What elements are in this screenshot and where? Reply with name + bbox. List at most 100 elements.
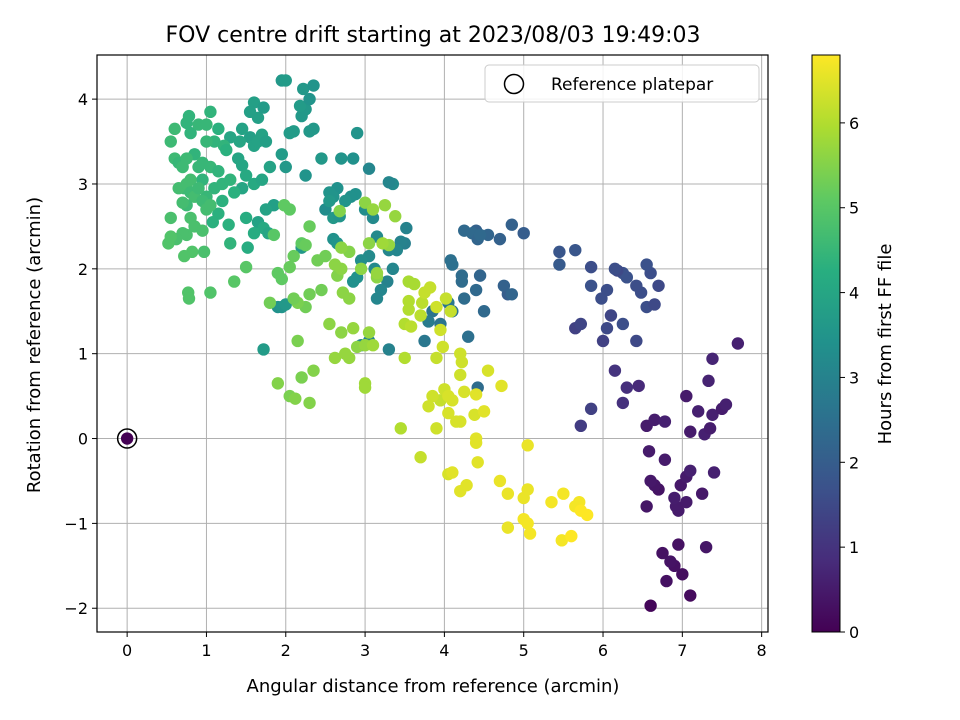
scatter-point xyxy=(295,371,308,384)
scatter-point xyxy=(664,555,677,568)
scatter-point xyxy=(335,152,348,165)
scatter-point xyxy=(596,334,610,348)
scatter-point xyxy=(162,237,175,250)
scatter-point xyxy=(707,466,721,479)
scatter-point xyxy=(235,122,249,136)
scatter-point xyxy=(319,249,332,263)
scatter-point xyxy=(620,381,634,394)
scatter-point xyxy=(630,334,643,348)
x-tick-label: 3 xyxy=(360,641,370,660)
scatter-point xyxy=(648,298,661,311)
scatter-point xyxy=(684,425,697,438)
scatter-point xyxy=(426,389,439,403)
x-tick-label: 6 xyxy=(598,641,608,660)
scatter-point xyxy=(595,292,608,305)
scatter-point xyxy=(660,574,673,588)
scatter-point xyxy=(204,105,217,119)
scatter-point xyxy=(398,351,411,365)
scatter-point xyxy=(176,196,189,209)
scatter-point xyxy=(339,347,352,360)
scatter-point xyxy=(404,320,418,333)
scatter-point xyxy=(192,182,205,195)
y-tick-label: 4 xyxy=(78,90,88,109)
scatter-point xyxy=(402,303,415,316)
scatter-point xyxy=(505,218,519,231)
scatter-point xyxy=(386,262,400,276)
scatter-point xyxy=(493,232,507,246)
scatter-point xyxy=(307,364,320,377)
scatter-point xyxy=(702,374,715,388)
y-tick-label: 3 xyxy=(78,175,88,194)
scatter-point xyxy=(287,292,300,305)
scatter-point xyxy=(414,451,427,464)
scatter-point xyxy=(557,487,570,500)
scatter-point xyxy=(382,343,396,356)
scatter-point xyxy=(279,160,292,174)
scatter-point xyxy=(473,228,487,242)
scatter-point xyxy=(247,96,261,109)
y-tick-label: 2 xyxy=(78,260,88,279)
scatter-point xyxy=(608,364,622,377)
y-tick-label: 0 xyxy=(78,430,88,449)
scatter-point xyxy=(446,394,459,407)
scatter-point xyxy=(505,288,519,301)
scatter-point xyxy=(333,204,346,218)
x-tick-label: 4 xyxy=(439,641,449,660)
scatter-point xyxy=(277,198,291,212)
scatter-point xyxy=(569,243,582,257)
scatter-point xyxy=(323,194,336,208)
scatter-point xyxy=(455,275,469,288)
scatter-point xyxy=(362,326,376,339)
x-tick-label: 8 xyxy=(757,641,767,660)
scatter-point xyxy=(565,529,578,543)
scatter-point xyxy=(458,385,471,399)
scatter-point xyxy=(434,323,447,337)
scatter-point xyxy=(644,474,657,488)
x-axis-label: Angular distance from reference (arcmin) xyxy=(247,676,620,697)
scatter-point xyxy=(580,508,594,522)
scatter-point xyxy=(259,203,273,216)
scatter-point xyxy=(228,275,241,288)
scatter-point xyxy=(197,245,211,259)
colorbar-gradient xyxy=(811,54,841,633)
scatter-point xyxy=(640,500,653,513)
scatter-point xyxy=(394,422,407,435)
scatter-point xyxy=(608,262,622,276)
scatter-point xyxy=(422,400,435,413)
colorbar-tick-label: 1 xyxy=(849,538,859,557)
scatter-point xyxy=(481,364,495,377)
x-tick-label: 7 xyxy=(677,641,687,660)
colorbar: 0 1 2 3 4 5 6 Hours from first FF file xyxy=(811,54,896,642)
scatter-point xyxy=(477,305,491,318)
scatter-point xyxy=(287,249,300,263)
scatter-point xyxy=(366,211,380,225)
scatter-point xyxy=(289,392,302,405)
scatter-point xyxy=(224,237,237,250)
scatter-point xyxy=(458,224,471,237)
scatter-point xyxy=(555,534,568,547)
scatter-point xyxy=(461,330,475,343)
scatter-point xyxy=(402,294,415,308)
scatter-point xyxy=(251,111,265,124)
scatter-point xyxy=(553,258,566,271)
scatter-point xyxy=(680,389,693,403)
scatter-point xyxy=(684,464,697,477)
scatter-point xyxy=(303,92,316,106)
scatter-point xyxy=(468,408,481,421)
scatter-point xyxy=(600,322,614,335)
scatter-point xyxy=(430,422,443,435)
scatter-point xyxy=(178,249,191,263)
plot-frame xyxy=(96,54,769,633)
scatter-point xyxy=(315,152,328,165)
scatter-point xyxy=(275,148,289,161)
scatter-point xyxy=(436,340,450,354)
x-tick-label: 5 xyxy=(519,641,529,660)
scatter-point xyxy=(287,125,300,138)
scatter-point xyxy=(418,334,431,348)
scatter-point xyxy=(680,495,693,509)
scatter-point xyxy=(460,479,473,492)
scatter-point xyxy=(454,415,467,428)
reference-point xyxy=(120,432,134,445)
scatter-point xyxy=(672,538,685,551)
